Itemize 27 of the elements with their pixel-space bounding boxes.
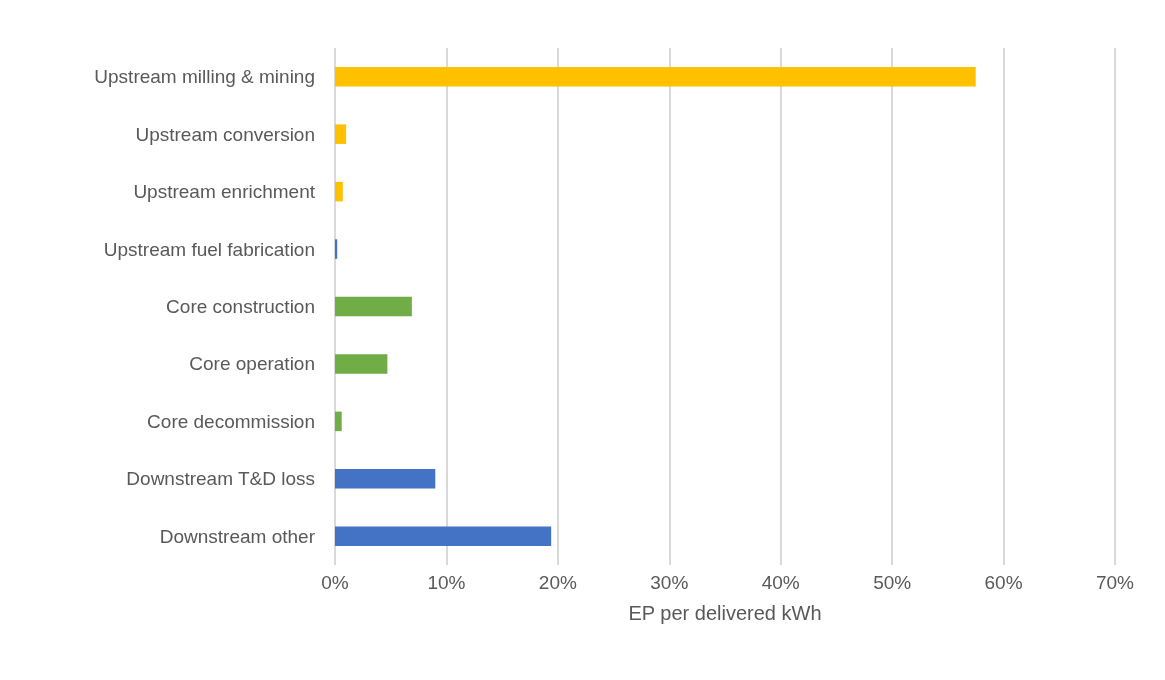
y-tick-label: Upstream enrichment: [133, 181, 316, 203]
bar: [335, 411, 342, 432]
y-tick-label: Core operation: [189, 353, 315, 375]
x-tick-label: 60%: [984, 572, 1023, 593]
y-tick-label: Upstream conversion: [135, 123, 315, 145]
y-tick-label: Core construction: [166, 296, 315, 317]
y-tick-label: Upstream milling & mining: [94, 66, 315, 88]
bar: [335, 526, 552, 547]
y-tick-label: Core decommission: [147, 410, 315, 432]
x-tick-label: 20%: [538, 572, 577, 593]
bar: [335, 66, 976, 87]
bar: [335, 181, 343, 202]
y-tick-label: Upstream fuel fabrication: [103, 238, 315, 260]
y-tick-label: Downstream other: [159, 525, 316, 547]
x-tick-label: 50%: [873, 572, 912, 593]
x-axis-title: EP per delivered kWh: [628, 602, 822, 624]
y-tick-label: Downstream T&D loss: [126, 468, 315, 490]
x-tick-label: 70%: [1095, 572, 1135, 593]
x-tick-label: 40%: [761, 572, 800, 593]
bar: [335, 354, 388, 374]
x-tick-label: 10%: [427, 572, 466, 593]
x-tick-label: 0%: [321, 572, 349, 593]
x-tick-label: 30%: [650, 572, 689, 593]
bar: [335, 239, 338, 259]
bar: [335, 124, 347, 144]
bar: [335, 469, 436, 489]
bar: [335, 296, 412, 317]
